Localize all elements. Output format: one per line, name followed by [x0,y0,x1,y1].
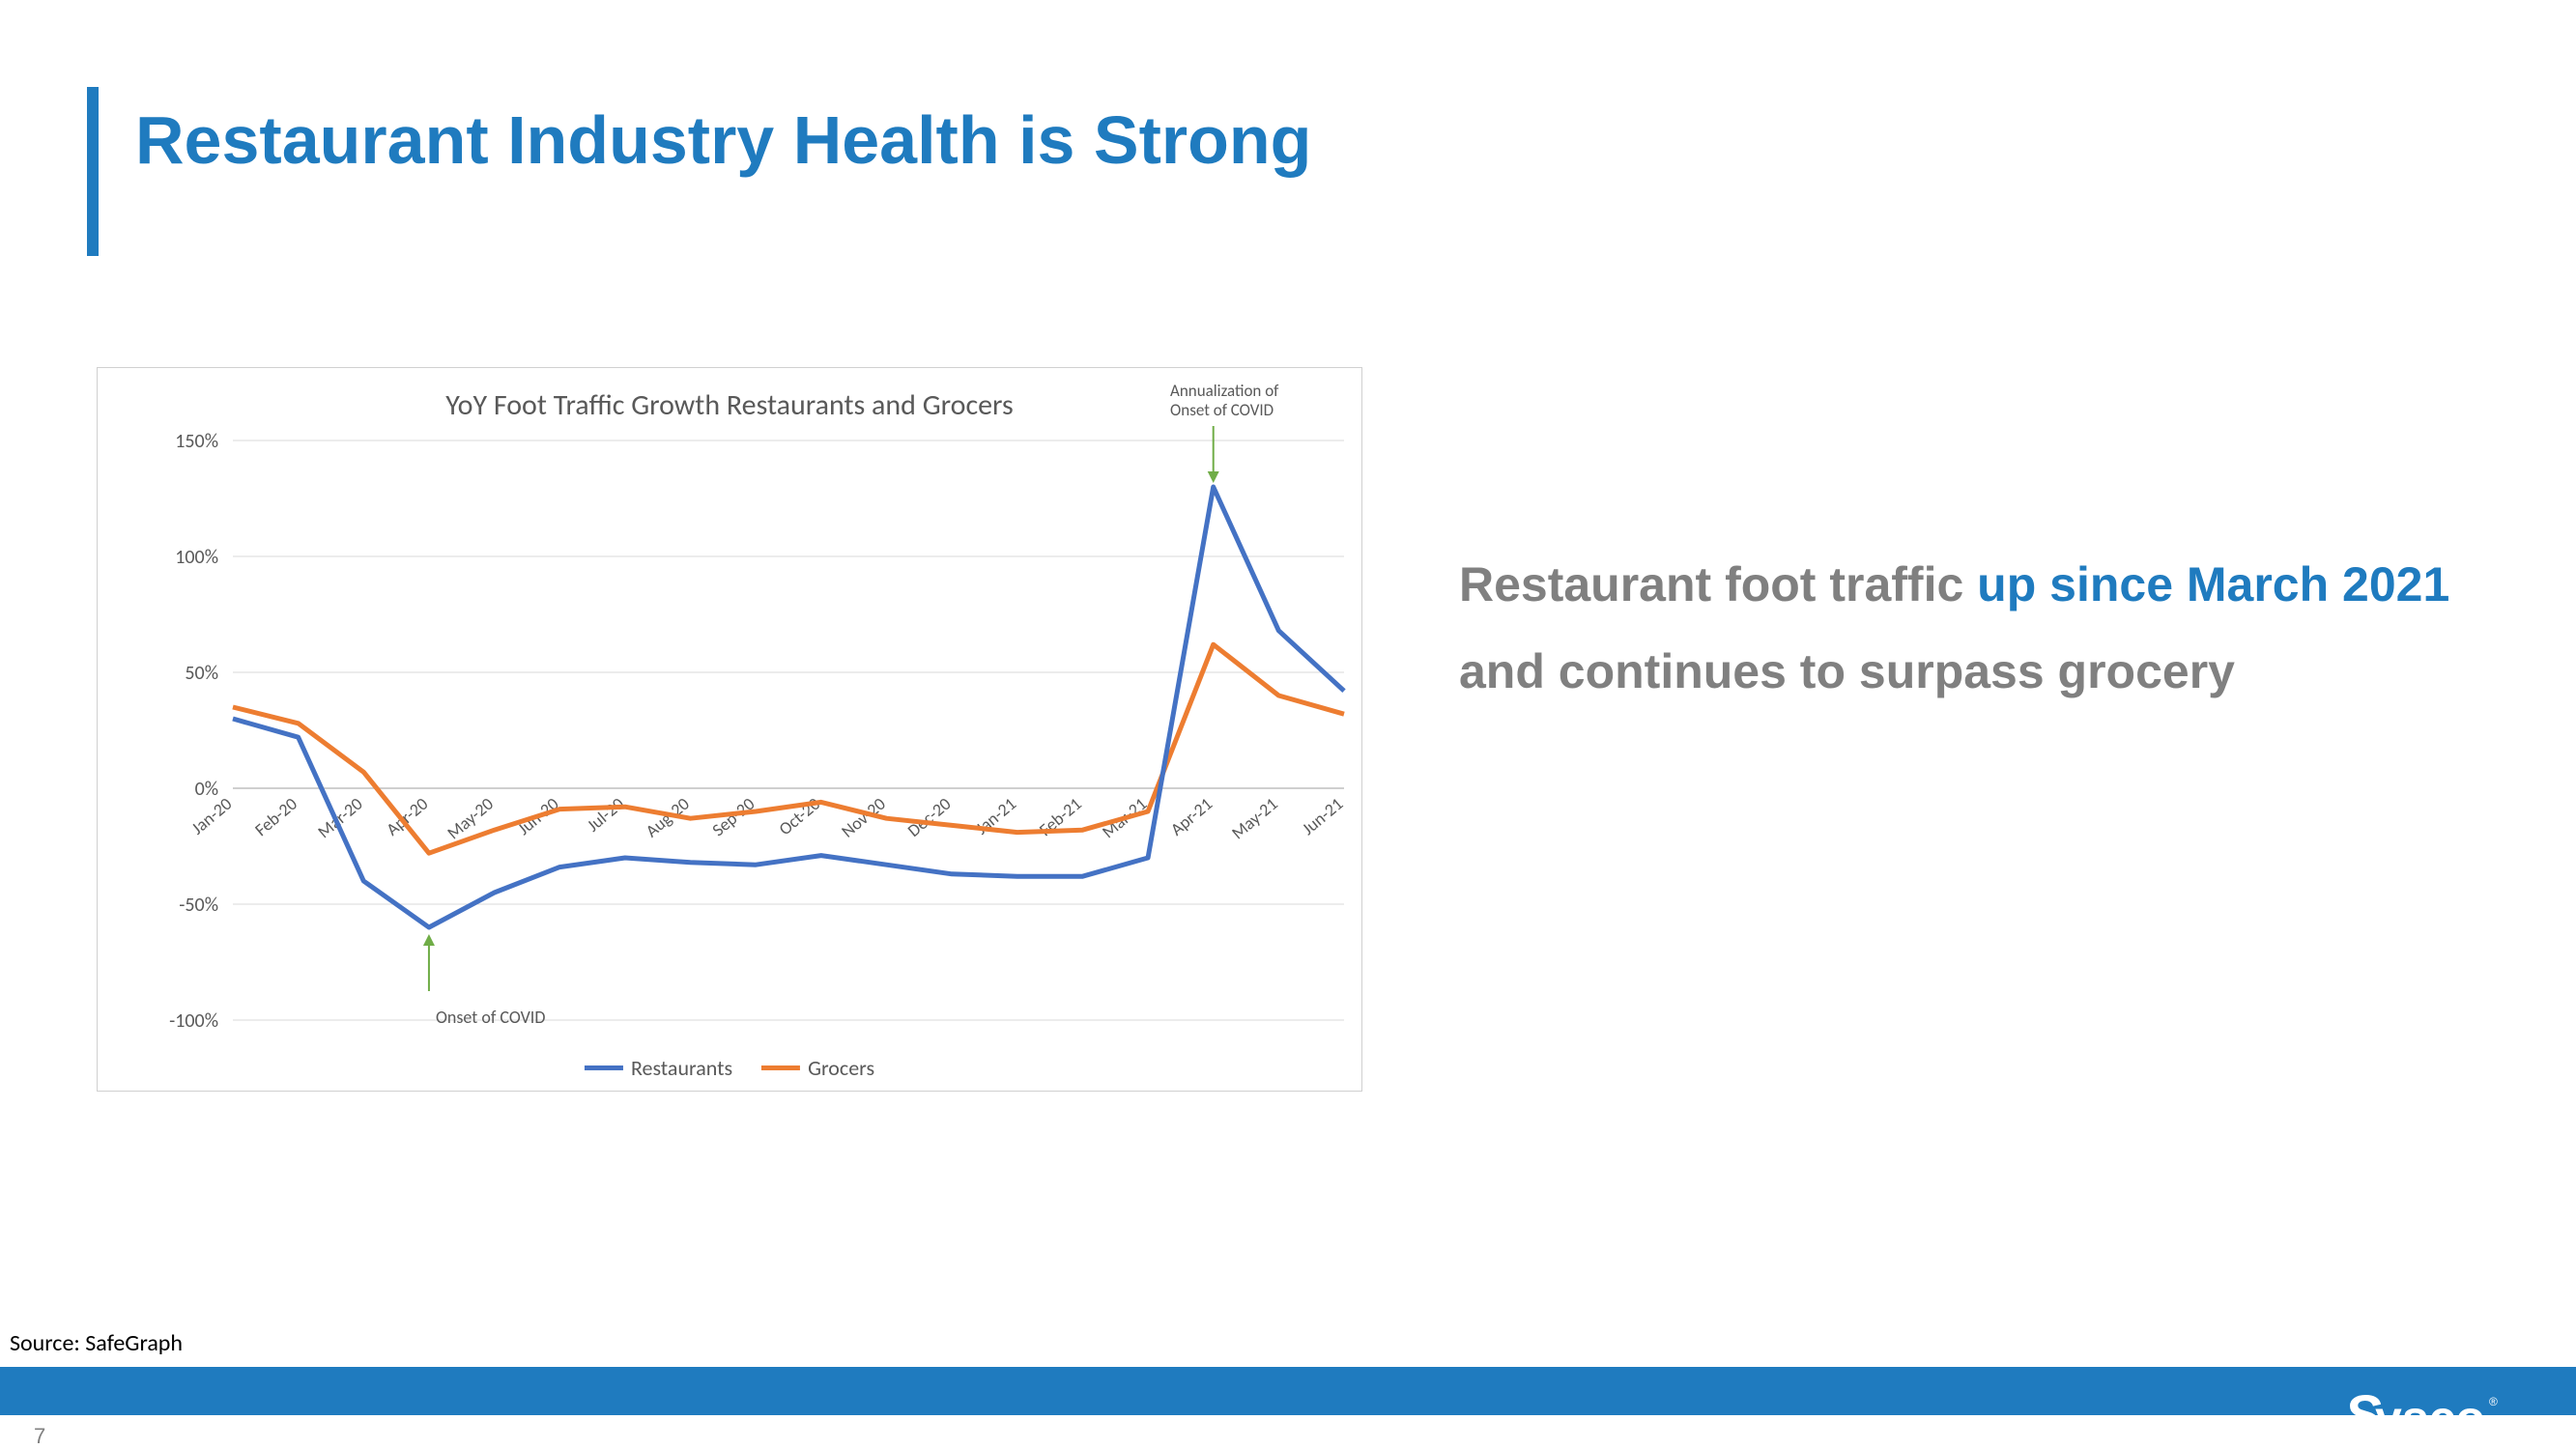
source-text: Source: SafeGraph [10,1329,183,1357]
callout-text: Restaurant foot traffic up since March 2… [1459,541,2522,715]
legend-restaurants-label: Restaurants [631,1055,732,1081]
page-number: 7 [34,1424,45,1449]
svg-text:May-21: May-21 [1227,793,1281,843]
svg-text:100%: 100% [175,546,218,569]
legend-grocers-label: Grocers [808,1055,874,1081]
svg-text:Apr-21: Apr-21 [1166,793,1216,840]
svg-text:Apr-20: Apr-20 [382,793,432,840]
svg-text:50%: 50% [185,662,218,685]
title-accent-bar [87,87,99,256]
svg-text:-100%: -100% [169,1009,218,1033]
svg-text:ysco: ysco [2375,1391,2485,1445]
svg-text:Jun-21: Jun-21 [1298,793,1347,839]
chart-legend: Restaurants Grocers [585,1055,874,1081]
svg-text:Feb-20: Feb-20 [250,793,301,840]
svg-text:Dec-20: Dec-20 [903,793,956,841]
svg-text:Jul-20: Jul-20 [583,793,628,837]
svg-text:-50%: -50% [179,894,218,917]
svg-text:Mar-20: Mar-20 [313,793,366,842]
chart-svg: -100%-50%0%50%100%150%Jan-20Feb-20Mar-20… [98,368,1363,1093]
legend-grocers: Grocers [761,1055,874,1081]
svg-text:Oct-20: Oct-20 [775,793,824,839]
svg-text:150%: 150% [175,430,218,453]
onset-annotation: Onset of COVID [436,1007,545,1028]
svg-text:0%: 0% [195,778,218,801]
sysco-logo: S ysco ® [2344,1381,2537,1449]
footer-bar [0,1367,2576,1415]
legend-grocers-swatch [761,1065,800,1070]
slide-title: Restaurant Industry Health is Strong [135,101,1311,179]
svg-text:®: ® [2489,1395,2498,1408]
legend-restaurants: Restaurants [585,1055,732,1081]
foot-traffic-chart: YoY Foot Traffic Growth Restaurants and … [97,367,1362,1092]
legend-restaurants-swatch [585,1065,623,1070]
